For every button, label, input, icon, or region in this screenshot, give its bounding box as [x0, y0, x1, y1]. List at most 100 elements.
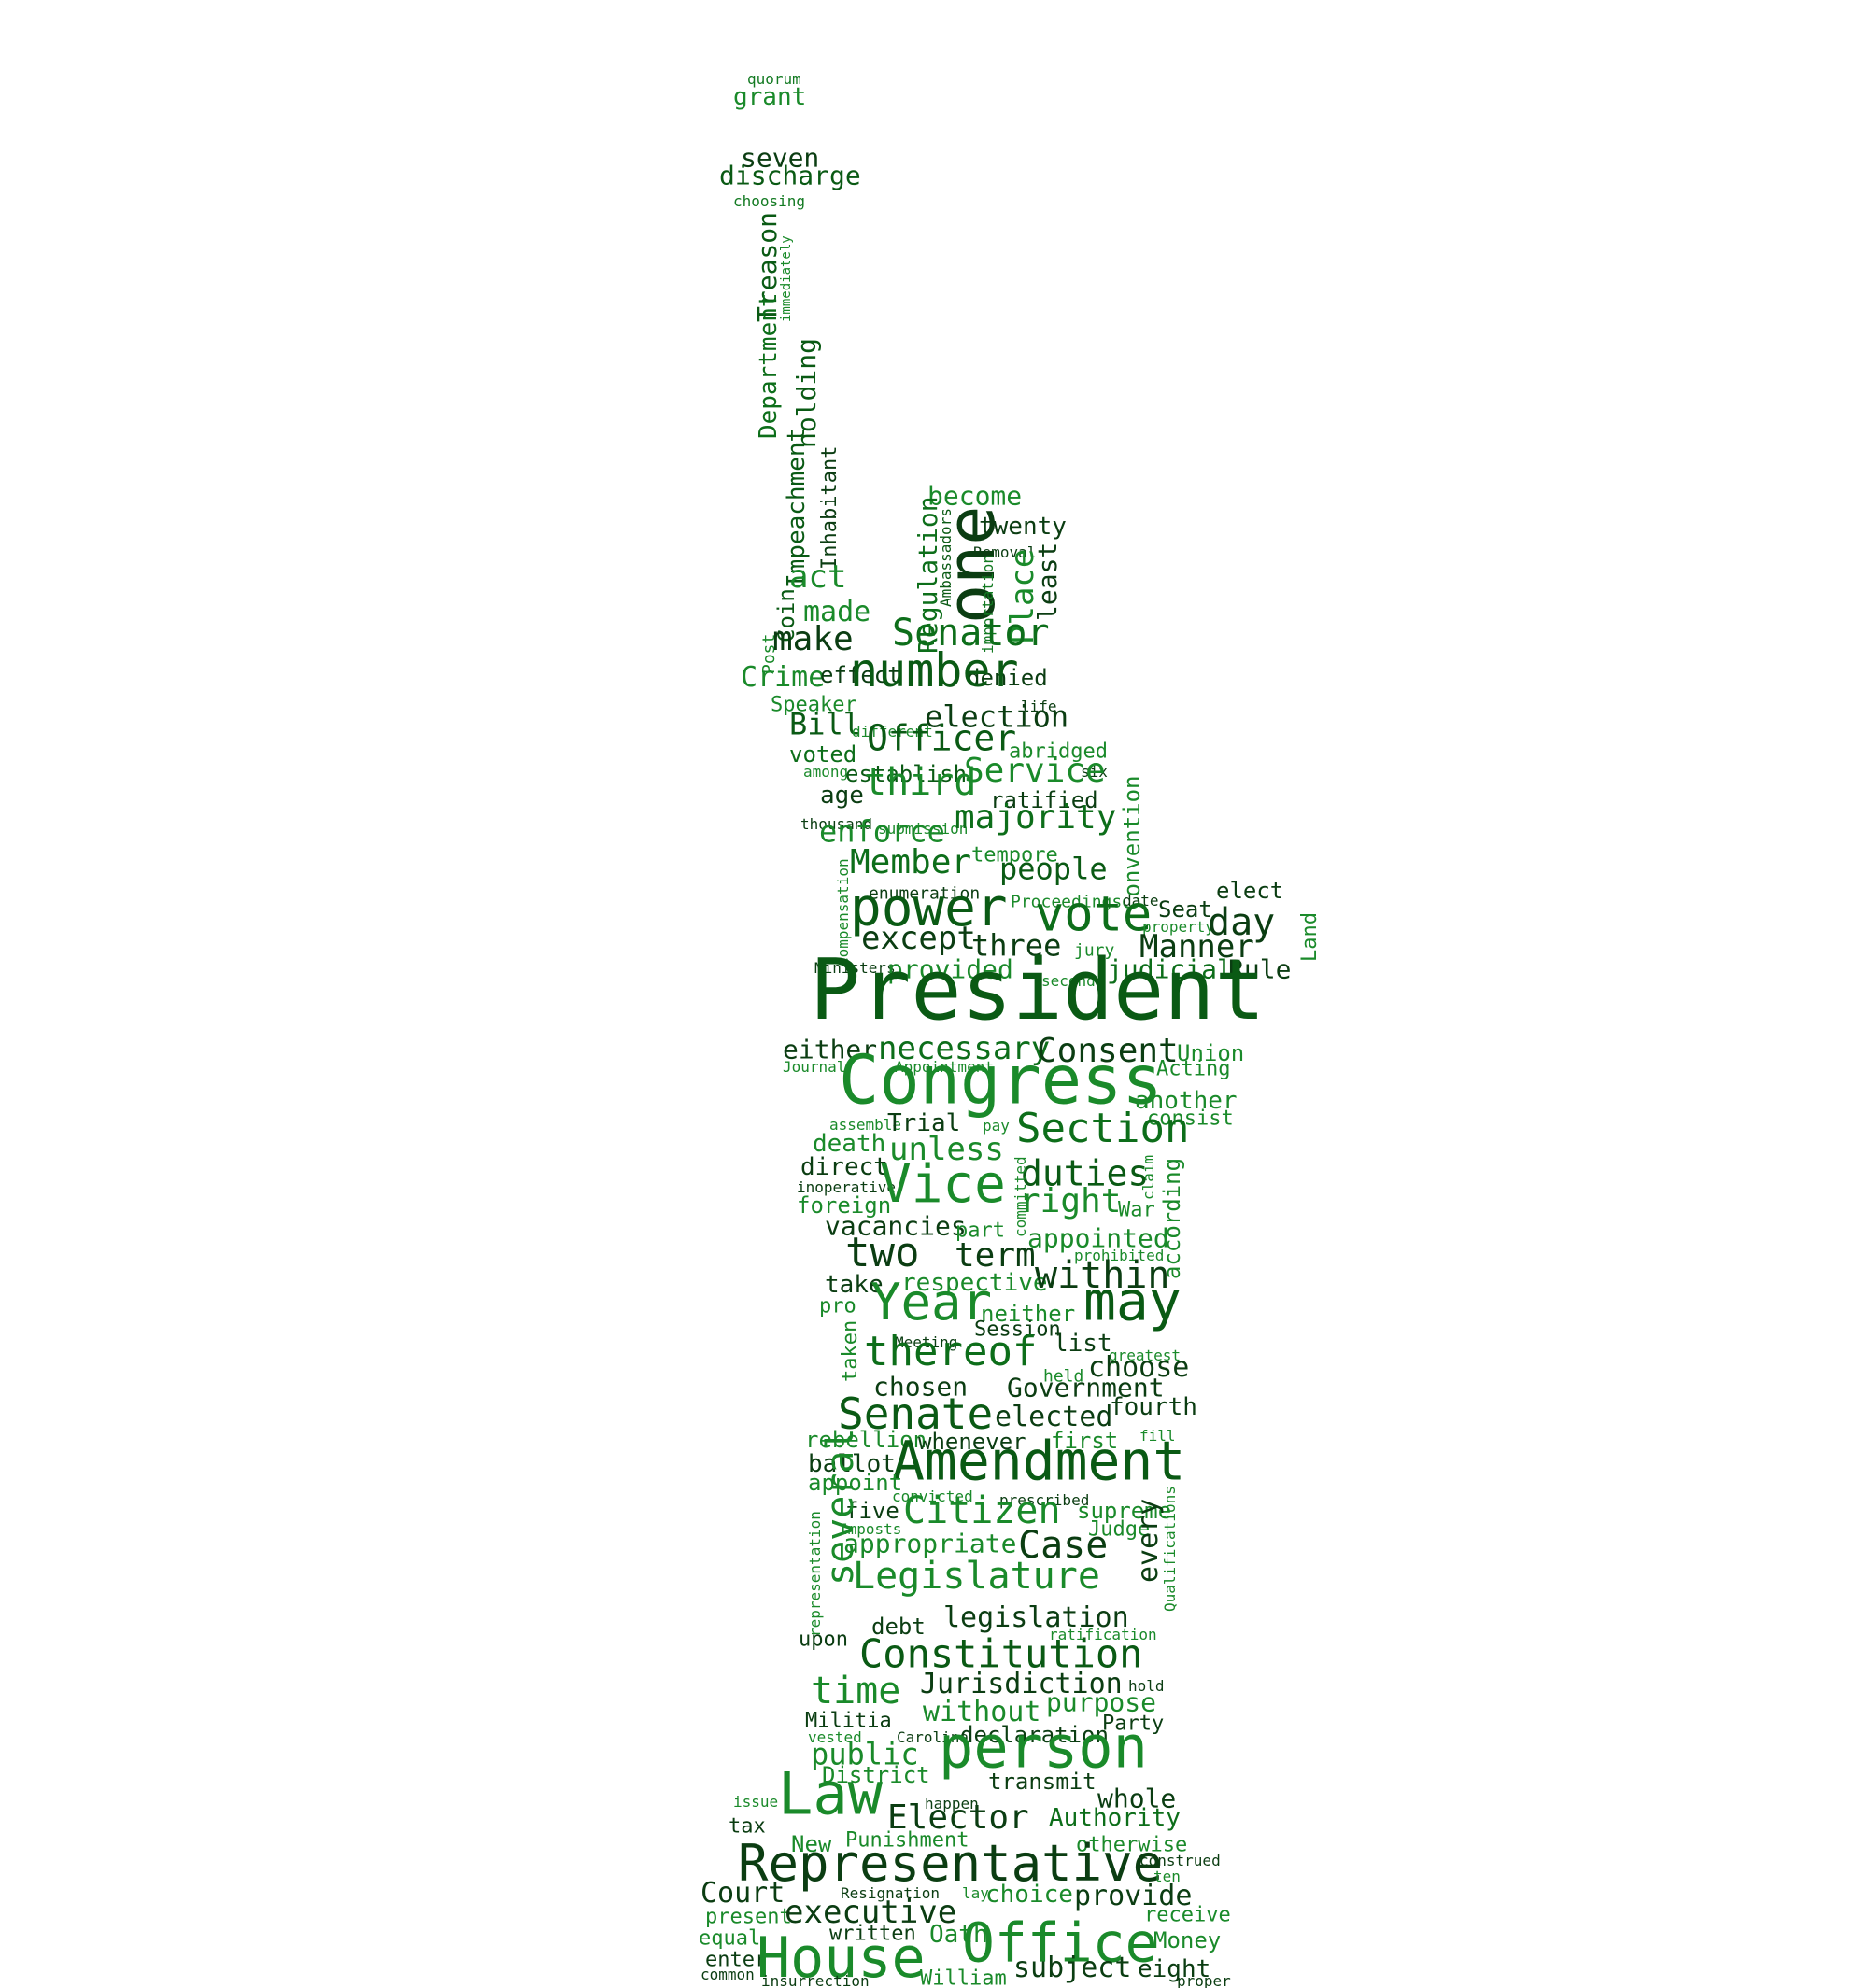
word-land: Land: [1298, 912, 1322, 962]
word-judge: Judge: [1088, 1517, 1151, 1542]
word-supreme: supreme: [1077, 1497, 1172, 1524]
word-money: Money: [1153, 1926, 1222, 1953]
word-carolina: Carolina: [897, 1728, 969, 1747]
word-eight: eight: [1138, 1955, 1211, 1984]
word-hold: hold: [1128, 1677, 1165, 1696]
word-submission: submission: [878, 820, 969, 839]
word-held: held: [1043, 1366, 1084, 1387]
word-people: people: [999, 851, 1108, 887]
word-imposts: Imposts: [839, 1520, 902, 1539]
word-office: Office: [962, 1910, 1158, 1975]
word-section: Section: [1016, 1104, 1190, 1152]
word-another: another: [1135, 1087, 1238, 1116]
word-representative: Representative: [738, 1833, 1164, 1893]
word-legislation: legislation: [943, 1601, 1129, 1634]
word-prohibited: prohibited: [1074, 1247, 1165, 1265]
word-effect: effect: [820, 661, 901, 688]
word-officer: Officer: [867, 717, 1017, 759]
word-proper: proper: [1177, 1972, 1231, 1988]
word-three: three: [971, 927, 1062, 964]
word-speaker: Speaker: [771, 693, 857, 717]
word-duties: duties: [1021, 1152, 1150, 1194]
word-vice: Vice: [880, 1154, 1006, 1216]
word-grant: grant: [733, 83, 807, 112]
word-person: person: [939, 1713, 1148, 1782]
word-acting: Acting: [1156, 1057, 1231, 1081]
word-otherwise: otherwise: [1076, 1833, 1188, 1857]
word-least: least: [1032, 542, 1063, 621]
word-respective: respective: [901, 1269, 1048, 1298]
word-five: five: [845, 1497, 899, 1524]
word-appointment: Appointment: [895, 1058, 994, 1077]
word-ballot: ballot: [808, 1450, 896, 1479]
word-citizen: Citizen: [903, 1489, 1061, 1532]
word-date: date: [1123, 892, 1159, 910]
word-session: Session: [974, 1318, 1061, 1342]
word-issue: issue: [733, 1793, 779, 1812]
word-year: Year: [870, 1272, 993, 1332]
word-make: make: [772, 620, 854, 659]
word-election: election: [925, 698, 1069, 735]
word-choice: choice: [985, 1881, 1073, 1910]
word-majority: majority: [955, 798, 1117, 838]
word-fourth: fourth: [1110, 1393, 1197, 1422]
word-tax: tax: [729, 1814, 766, 1839]
word-abridged: abridged: [1009, 740, 1108, 764]
word-enter: enter: [705, 1948, 768, 1972]
word-thereof: thereof: [864, 1327, 1038, 1375]
word-either: either: [783, 1034, 878, 1065]
word-take: take: [825, 1271, 884, 1300]
word-jury: jury: [1074, 940, 1115, 961]
word-six: six: [1081, 763, 1108, 782]
word-ratification: ratification: [1049, 1626, 1157, 1644]
word-vacancies: vacancies: [825, 1210, 967, 1242]
word-denied: denied: [967, 664, 1048, 691]
word-party: Party: [1102, 1712, 1165, 1736]
word-common: common: [700, 1966, 755, 1984]
word-part: part: [955, 1219, 1005, 1243]
word-public: public: [811, 1736, 919, 1772]
word-day: day: [1208, 901, 1276, 944]
word-bill: Bill: [789, 706, 862, 742]
word-different: different: [852, 723, 933, 741]
word-provided: provided: [887, 953, 1013, 985]
word-choose: choose: [1088, 1351, 1190, 1384]
word-discharge: discharge: [719, 160, 861, 191]
word-written: written: [829, 1922, 916, 1946]
word-transmit: transmit: [988, 1768, 1097, 1795]
word-inhabitant: Inhabitant: [818, 445, 842, 570]
word-purpose: purpose: [1046, 1686, 1157, 1718]
word-two: two: [845, 1228, 920, 1276]
word-without: without: [923, 1696, 1041, 1728]
word-claim: claim: [1139, 1154, 1157, 1200]
word-consent: Consent: [1037, 1032, 1179, 1071]
word-trial: Trial: [887, 1109, 961, 1138]
word-right: right: [1020, 1182, 1122, 1221]
word-authority: Authority: [1049, 1804, 1181, 1833]
word-union: Union: [1177, 1039, 1245, 1066]
word-elected: elected: [995, 1401, 1113, 1433]
word-taken: taken: [839, 1319, 862, 1382]
word-number: number: [850, 643, 1019, 698]
word-death: death: [813, 1130, 886, 1159]
word-establish: establish: [845, 760, 968, 787]
word-seven: seven: [741, 142, 820, 174]
word-vote: vote: [1035, 886, 1153, 943]
word-rule: Rule: [1228, 953, 1292, 985]
word-william: William: [920, 1967, 1007, 1988]
word-prescribed: prescribed: [999, 1491, 1090, 1510]
word-war: War: [1118, 1198, 1155, 1222]
word-removal: Removal: [973, 543, 1037, 562]
word-thousand: thousand: [800, 815, 873, 834]
word-receive: receive: [1144, 1903, 1231, 1927]
word-within: within: [1035, 1254, 1170, 1297]
word-department: Department: [755, 292, 783, 439]
word-debt: debt: [871, 1613, 926, 1640]
word-among: among: [803, 763, 849, 782]
word-congress: Congress: [839, 1040, 1163, 1120]
word-government: Government: [1007, 1372, 1165, 1403]
word-jurisdiction: Jurisdiction: [920, 1668, 1123, 1700]
word-act: act: [789, 557, 847, 596]
word-district: District: [822, 1761, 930, 1788]
word-become: become: [927, 480, 1023, 512]
